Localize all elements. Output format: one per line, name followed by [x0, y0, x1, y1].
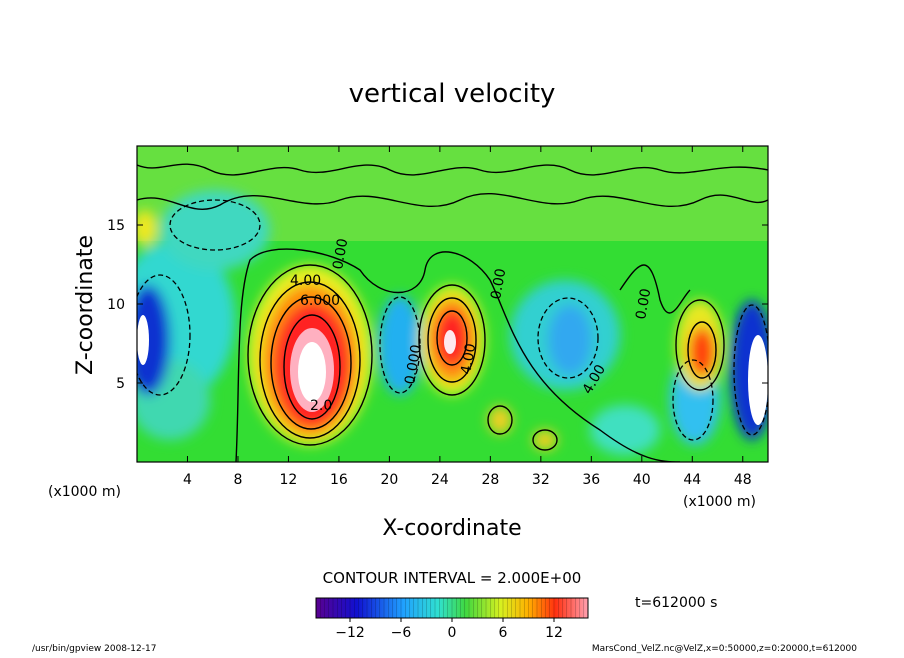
cell-top-left: [137, 210, 157, 246]
contour-label: 0.00: [633, 287, 654, 320]
core-left-white: [137, 315, 149, 365]
contour-upper-2: [137, 163, 768, 176]
x-tick-label: 28: [481, 472, 499, 488]
x-tick-label: 20: [380, 472, 398, 488]
contour-lines-negative: [137, 199, 768, 441]
chart-title: vertical velocity: [349, 79, 556, 109]
x-axis-ticks: 4 8 12 16 20 24 28 32 36 40 44 48: [183, 146, 752, 488]
contour-zero-line-a: [235, 248, 681, 462]
contour-label: 6.000: [300, 293, 340, 309]
y-tick-label: 10: [107, 297, 125, 313]
cyan-region-bottom-40: [590, 405, 660, 455]
neg-contour-upper-left: [169, 199, 261, 251]
x-tick-label: 16: [330, 472, 348, 488]
colorbar-tick-label: 12: [545, 625, 563, 641]
blue-region-20: [378, 295, 422, 395]
cyan-region-upper-left: [160, 190, 270, 270]
x-tick-label: 44: [683, 472, 701, 488]
contour-13-b: [259, 281, 361, 439]
x-tick-label: 4: [183, 472, 192, 488]
contour-13-a: [247, 264, 373, 446]
contour-13-d: [283, 314, 341, 420]
footer-left: /usr/bin/gpview 2008-12-17: [32, 644, 156, 654]
x-tick-label: 32: [532, 472, 550, 488]
cell-44-red: [689, 327, 715, 377]
colorbar-tick-label: 6: [499, 625, 508, 641]
time-label: t=612000 s: [635, 595, 717, 611]
colorbar-tick-label: −12: [335, 625, 365, 641]
contour-25-c: [436, 310, 468, 366]
contour-label: 4.00: [290, 273, 321, 289]
core-right-white: [748, 335, 768, 425]
y-tick-label: 15: [107, 218, 125, 234]
x-unit-left: (x1000 m): [48, 484, 121, 500]
plot-area: 4.00 6.000 2.0 0.00 0.000 4.00 0.00 4.00…: [137, 146, 768, 462]
contour-label: 4.00: [458, 342, 479, 375]
x-unit-right: (x1000 m): [683, 494, 756, 510]
neg-contour-20: [379, 296, 421, 394]
x-tick-label: 24: [431, 472, 449, 488]
blue-edge-left: [137, 285, 170, 395]
y-axis-ticks: 5 10 15: [107, 218, 768, 392]
x-tick-label: 8: [233, 472, 242, 488]
x-tick-label: 48: [734, 472, 752, 488]
contour-44-a: [675, 299, 725, 391]
contour-label: 0.00: [330, 237, 351, 270]
contour-label: 2.0: [310, 398, 332, 414]
contour-upper-1: [137, 192, 768, 210]
contour-zero-line-b: [619, 264, 691, 314]
cell-29: [488, 406, 512, 434]
neg-contour-43: [672, 359, 714, 441]
neg-contour-34: [537, 297, 599, 379]
core-13-white: [298, 342, 326, 402]
x-tick-label: 36: [582, 472, 600, 488]
y-tick-label: 5: [116, 376, 125, 392]
x-tick-label: 12: [280, 472, 298, 488]
contour-label: 0.000: [402, 343, 425, 385]
contour-25-b: [427, 297, 477, 383]
colorbar-tick-label: −6: [391, 625, 412, 641]
colorbar-ticks: −12 −6 0 6 12: [335, 618, 563, 641]
contour-labels: 4.00 6.000 2.0 0.00 0.000 4.00 0.00 4.00…: [290, 237, 654, 414]
y-axis-label: Z-coordinate: [73, 235, 98, 375]
x-axis-label: X-coordinate: [382, 516, 521, 541]
blue-region-34: [548, 305, 592, 375]
contour-lines: [137, 163, 768, 462]
contour-29: [487, 405, 513, 435]
x-tick-label: 40: [633, 472, 651, 488]
neg-contour-right: [733, 304, 768, 436]
colorbar-tick-label: 0: [448, 625, 457, 641]
footer-right: MarsCond_VelZ.nc@VelZ,x=0:50000,z=0:2000…: [592, 644, 857, 654]
contour-label: 0.00: [488, 267, 509, 300]
neg-contour-left: [137, 274, 191, 396]
core-25-white: [444, 330, 456, 354]
cell-32: [533, 430, 557, 450]
contour-13-c: [270, 296, 352, 430]
contour-interval: CONTOUR INTERVAL = 2.000E+00: [323, 569, 582, 587]
contour-32: [532, 429, 558, 451]
contour-25-a: [418, 284, 486, 396]
colorbar-dividers: [315, 598, 589, 618]
contour-44-b: [687, 321, 717, 379]
